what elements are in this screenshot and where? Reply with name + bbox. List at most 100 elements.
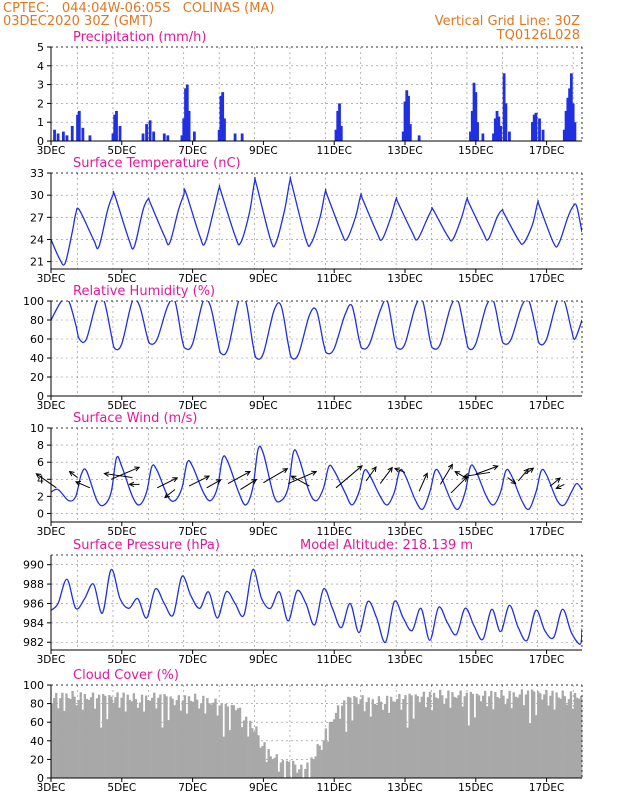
cloud-bar — [504, 704, 507, 778]
cloud-bar — [118, 707, 121, 778]
precip-bar — [152, 131, 156, 141]
cloud-bar — [332, 719, 336, 778]
cloud-bar — [414, 694, 417, 778]
precip-bar — [474, 92, 478, 141]
press-panel: 982 984 986 988 990 3DEC 5DEC 7DEC 9DEC 11DEC 13DE… — [23, 538, 583, 666]
x-tick-label: 17DEC — [529, 400, 564, 412]
wind-title: Surface Wind (m/s) — [73, 411, 197, 426]
cloud-bar — [149, 700, 152, 778]
y-tick-label: 33 — [30, 167, 44, 180]
cloud-bar — [516, 697, 519, 778]
precip-bar — [111, 133, 115, 141]
cloud-bar — [375, 704, 379, 778]
cloud-bar — [234, 710, 238, 778]
x-tick-label: 13DEC — [387, 782, 422, 794]
y-tick-label: 988 — [23, 578, 44, 591]
rh-series-line — [51, 301, 582, 360]
precip-bar — [187, 110, 191, 141]
cloud-bar — [132, 693, 136, 778]
x-tick-label: 11DEC — [316, 400, 351, 412]
y-tick-label: 3 — [37, 79, 44, 92]
y-tick-label: 100 — [23, 295, 44, 308]
cloud-bar — [500, 690, 503, 778]
cloud-bar — [73, 696, 76, 778]
y-tick-label: 20 — [30, 371, 44, 384]
cloud-bar — [510, 708, 513, 778]
cloud-bar — [238, 707, 242, 778]
precip-bar — [88, 135, 92, 141]
cloud-bar — [543, 694, 546, 778]
cloud-bar — [549, 695, 552, 778]
cloud-bar — [545, 689, 548, 778]
cloud-bar — [459, 690, 462, 778]
precip-bar — [233, 133, 237, 141]
precip-bar — [81, 127, 85, 141]
precip-bar — [240, 133, 244, 141]
cloud-bar — [196, 699, 199, 778]
wind-vector — [393, 467, 406, 473]
precip-bar — [408, 124, 412, 141]
precip-bar — [417, 135, 421, 141]
precip-bar — [541, 129, 545, 141]
cloud-bar — [441, 695, 444, 778]
cloud-bar — [97, 694, 101, 778]
precip-bar — [508, 131, 511, 141]
precip-bar — [145, 124, 148, 141]
cloud-bar — [326, 741, 330, 778]
cloud-bar — [200, 703, 203, 778]
cloud-bar — [371, 699, 374, 778]
wind-vector — [103, 471, 133, 479]
temp-series-line — [51, 176, 582, 266]
cloud-bar — [155, 708, 158, 778]
precip-bar — [497, 116, 501, 141]
cloud-bar — [138, 702, 142, 778]
precip-bar — [334, 129, 338, 141]
precip-bar — [403, 101, 407, 141]
x-tick-label: 5DEC — [107, 526, 136, 538]
precip-bar — [401, 131, 405, 141]
cloud-bar — [204, 713, 207, 778]
precip-bar — [56, 133, 60, 141]
cloud-bar — [539, 693, 542, 778]
precip-bar — [70, 125, 74, 141]
cloud-bar — [110, 696, 113, 778]
cloud-bar — [261, 746, 264, 778]
cloud-bar — [481, 695, 485, 778]
cloud-bar — [112, 702, 115, 778]
precip-bar — [476, 122, 479, 141]
temp-title: Surface Temperature (nC) — [73, 156, 241, 171]
cloud-bar — [206, 698, 209, 778]
cloud-bar — [134, 699, 138, 778]
cloud-bar — [345, 731, 348, 778]
cloud-bar — [298, 769, 301, 778]
x-tick-label: 11DEC — [316, 526, 351, 538]
cloud-bar — [218, 705, 221, 778]
cloud-bar — [486, 706, 489, 778]
cloud-bar — [212, 702, 215, 778]
x-tick-label: 5DEC — [107, 273, 136, 285]
cloud-bar — [490, 690, 493, 778]
cloud-bar — [187, 696, 191, 778]
cloud-bar — [291, 760, 295, 778]
cloud-bar — [336, 705, 340, 778]
cloud-bar — [390, 696, 393, 778]
cloud-bar — [202, 695, 205, 778]
cloud-bar — [477, 695, 481, 778]
cloud-bar — [128, 699, 131, 778]
wind-vector — [240, 478, 258, 490]
cloud-bar — [471, 693, 475, 778]
cloud-bar — [240, 727, 244, 778]
y-tick-label: 990 — [23, 559, 44, 572]
x-tick-label: 13DEC — [387, 526, 422, 538]
cloud-bar — [306, 762, 309, 778]
cloud-bar — [418, 702, 421, 778]
wind-vector — [549, 477, 562, 487]
cloud-bar — [537, 691, 540, 778]
cloud-bar — [506, 698, 509, 778]
cloud-bar — [498, 698, 501, 778]
precip-bar — [185, 84, 189, 141]
precip-bar — [566, 97, 570, 141]
y-tick-label: 27 — [30, 211, 44, 224]
wind-series-line — [51, 445, 582, 511]
cloud-bar — [402, 699, 405, 778]
